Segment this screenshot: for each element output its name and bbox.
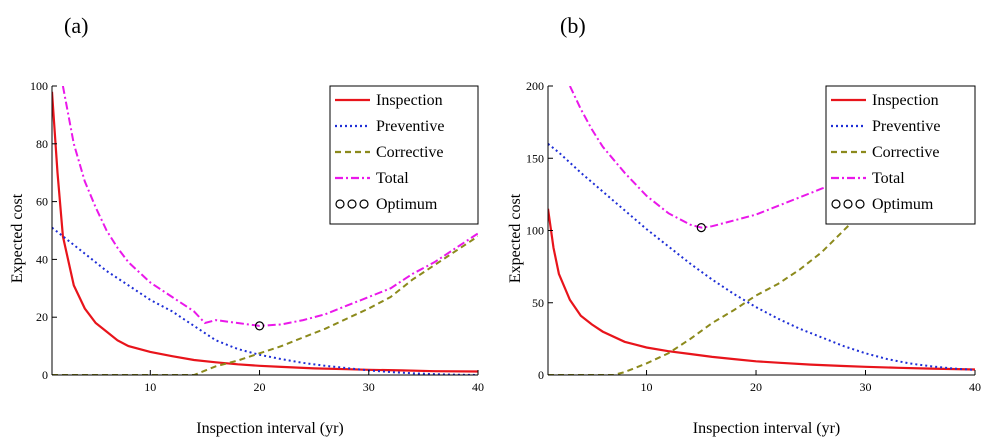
y-tick-label: 60 [36,195,48,209]
legend-label: Total [872,170,905,187]
legend-label: Preventive [872,118,940,135]
legend-label: Inspection [376,92,443,109]
x-tick-label: 40 [969,380,981,394]
series-line-inspection [548,208,975,371]
x-tick-label: 40 [472,380,484,394]
y-tick-label: 200 [526,79,544,93]
y-tick-label: 0 [42,368,48,382]
legend-label: Inspection [872,92,939,109]
legend-marker [347,199,357,209]
x-tick-label: 10 [641,380,653,394]
y-tick-label: 0 [538,368,544,382]
legend-label: Corrective [376,144,444,161]
series-line-preventive [52,226,478,375]
legend-label: Optimum [376,196,438,213]
optimum-point [254,321,265,331]
y-tick-label: 150 [526,151,544,165]
legend-marker [831,199,841,209]
legend-marker [335,199,345,209]
x-axis-title: Inspection interval (yr) [693,420,841,437]
legend: Inspection Preventive Corrective Total Optim… [825,85,976,225]
y-tick-label: 80 [36,137,48,151]
legend-marker [843,199,853,209]
x-tick-label: 20 [254,380,266,394]
panel-label: (a) [64,13,88,38]
chart-panel-0: (a) 10 20 30 40 0 20 40 60 80 100 Inspection interv… [9,13,484,437]
optimum-point [696,223,706,233]
legend-label: Preventive [376,118,444,135]
panel-label: (b) [560,13,586,38]
legend-label: Optimum [872,196,934,213]
series-line-inspection [52,91,478,373]
y-tick-label: 40 [36,252,48,266]
chart-panel-1: (b) 10 20 30 40 0 50 100 150 200 Inspection interv… [507,13,981,437]
y-tick-label: 50 [532,296,544,310]
y-tick-label: 100 [30,79,48,93]
x-tick-label: 20 [750,380,762,394]
x-axis-title: Inspection interval (yr) [196,420,344,437]
x-tick-label: 30 [363,380,375,394]
legend-marker [855,199,865,209]
legend-label: Corrective [872,144,940,161]
x-tick-label: 30 [860,380,872,394]
series-line-total [568,86,855,229]
y-axis-title: Expected cost [9,193,26,283]
legend: Inspection Preventive Corrective Total Optim… [329,85,479,225]
y-tick-label: 100 [526,224,544,238]
series-line-preventive [548,143,975,371]
series-line-corrective [52,235,478,375]
x-tick-label: 10 [144,380,156,394]
legend-label: Total [376,170,409,187]
y-tick-label: 20 [36,310,48,324]
series-line-total [61,86,478,327]
y-axis-title: Expected cost [507,193,524,283]
legend-marker [359,199,369,209]
